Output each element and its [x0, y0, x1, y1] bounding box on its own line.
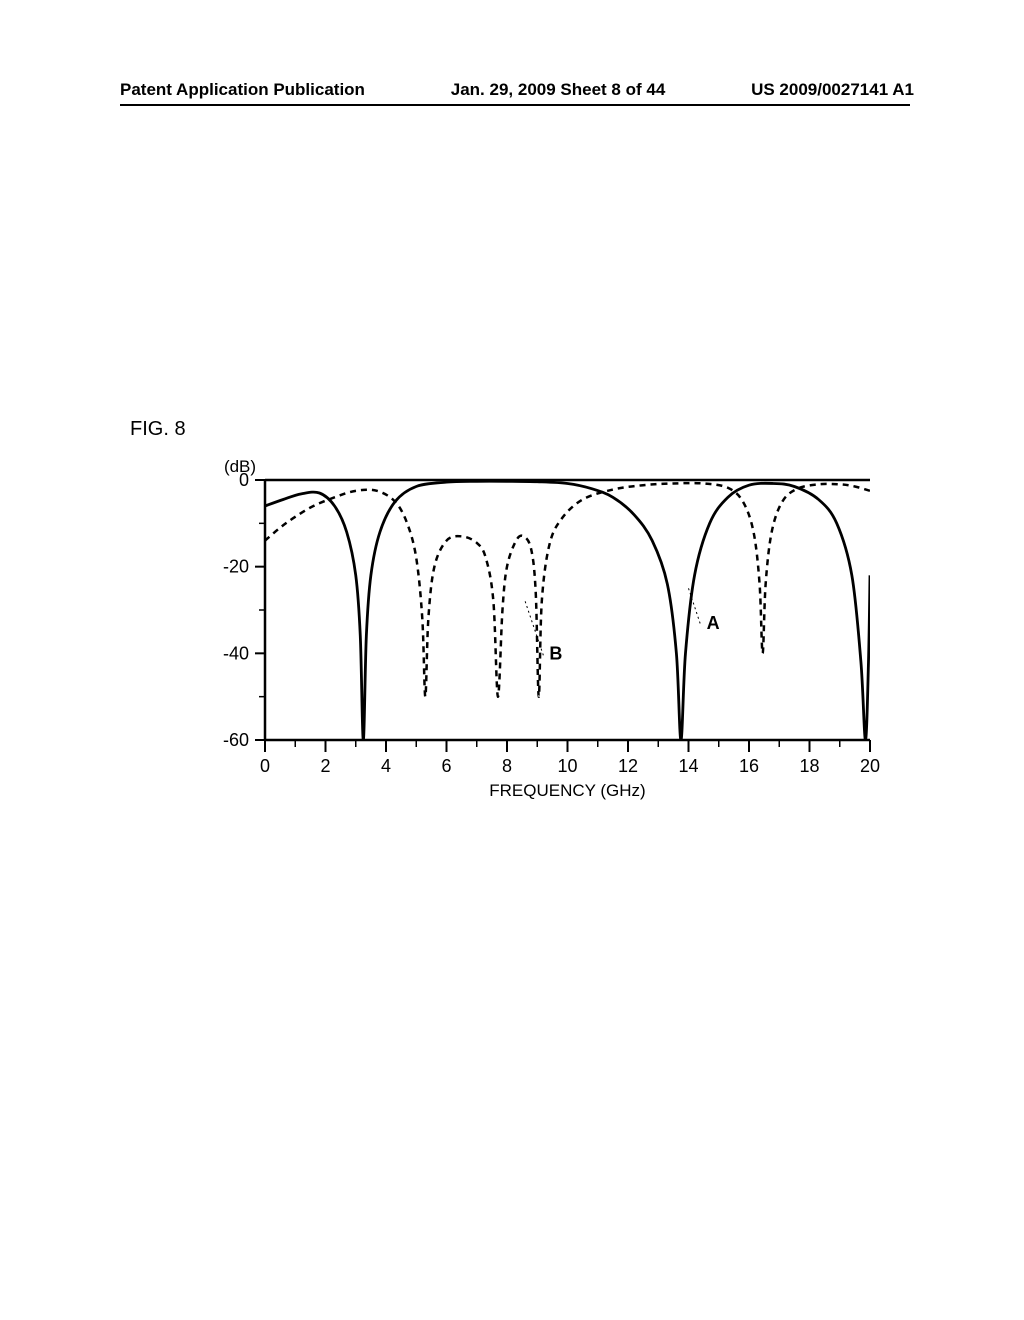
header-left: Patent Application Publication — [120, 80, 365, 100]
curve-A — [265, 481, 870, 740]
svg-text:6: 6 — [441, 756, 451, 776]
svg-text:14: 14 — [678, 756, 698, 776]
svg-text:18: 18 — [799, 756, 819, 776]
svg-text:12: 12 — [618, 756, 638, 776]
curve-A-label: A — [707, 613, 720, 633]
svg-text:0: 0 — [260, 756, 270, 776]
header-center: Jan. 29, 2009 Sheet 8 of 44 — [451, 80, 666, 100]
figure-label: FIG. 8 — [130, 418, 186, 441]
svg-text:-40: -40 — [223, 643, 249, 663]
header-rule — [120, 104, 910, 106]
svg-text:0: 0 — [239, 470, 249, 490]
frequency-response-chart: (dB)0-20-40-6002468101214161820FREQUENCY… — [170, 450, 890, 820]
svg-text:20: 20 — [860, 756, 880, 776]
header-right: US 2009/0027141 A1 — [751, 80, 914, 100]
svg-text:8: 8 — [502, 756, 512, 776]
svg-text:10: 10 — [557, 756, 577, 776]
chart-svg: (dB)0-20-40-6002468101214161820FREQUENCY… — [170, 450, 890, 820]
svg-text:2: 2 — [320, 756, 330, 776]
svg-text:16: 16 — [739, 756, 759, 776]
svg-text:4: 4 — [381, 756, 391, 776]
svg-text:-60: -60 — [223, 730, 249, 750]
svg-text:FREQUENCY (GHz): FREQUENCY (GHz) — [489, 781, 645, 800]
svg-text:-20: -20 — [223, 557, 249, 577]
curve-B — [265, 483, 870, 697]
curve-B-label: B — [549, 643, 562, 663]
